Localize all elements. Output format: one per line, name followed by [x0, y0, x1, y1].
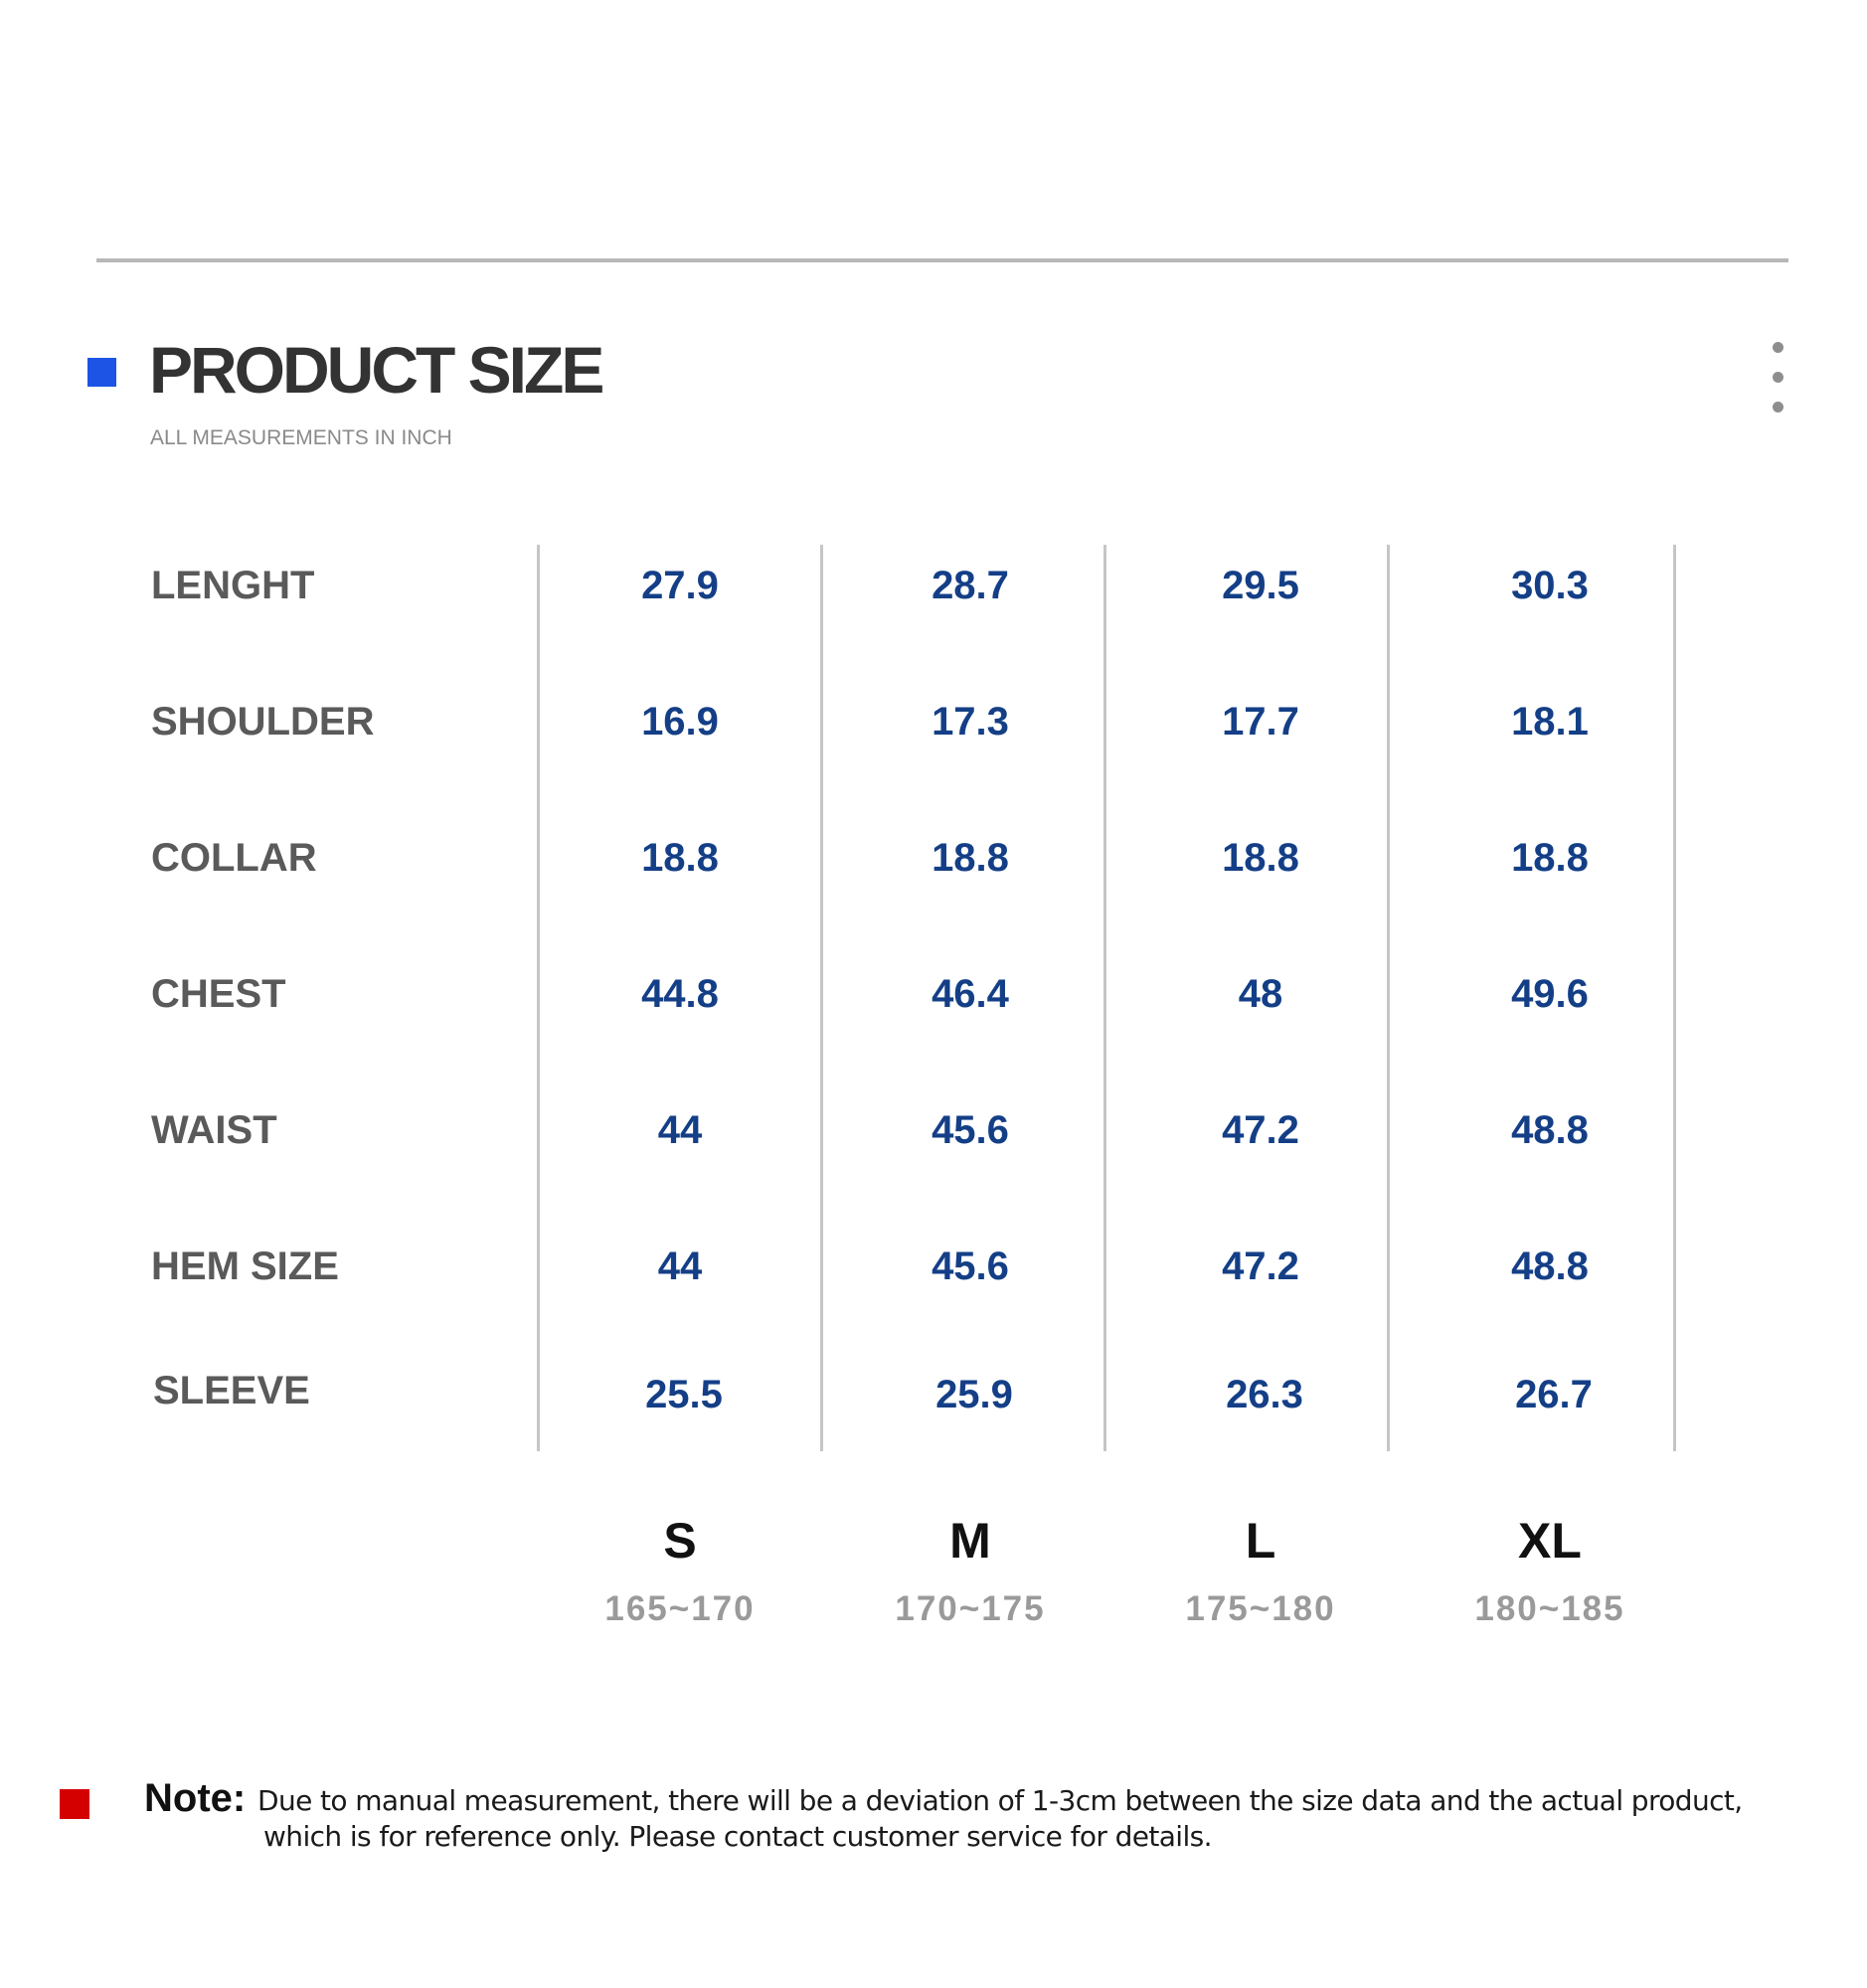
cell-sleeve-s: 25.5 — [645, 1373, 723, 1416]
cell-shoulder-xl: 18.1 — [1511, 700, 1589, 744]
column-divider — [537, 545, 540, 1451]
row-label-length: LENGHT — [151, 564, 315, 607]
row-label-sleeve: SLEEVE — [153, 1369, 310, 1412]
row-label-hem-size: HEM SIZE — [151, 1244, 339, 1288]
cell-shoulder-s: 16.9 — [641, 700, 719, 744]
cell-sleeve-l: 26.3 — [1226, 1373, 1303, 1416]
size-label-xl: XL — [1518, 1513, 1582, 1569]
cell-chest-m: 46.4 — [932, 972, 1009, 1016]
row-label-waist: WAIST — [151, 1108, 277, 1152]
cell-waist-l: 47.2 — [1222, 1108, 1299, 1152]
top-divider — [96, 258, 1788, 262]
size-label-s: S — [663, 1513, 697, 1569]
row-label-chest: CHEST — [151, 972, 286, 1016]
cell-length-m: 28.7 — [932, 564, 1009, 607]
dot — [1773, 372, 1783, 383]
cell-length-xl: 30.3 — [1511, 564, 1589, 607]
cell-chest-s: 44.8 — [641, 972, 719, 1016]
column-divider — [820, 545, 823, 1451]
height-range-m: 170~175 — [895, 1589, 1046, 1628]
cell-hem-xl: 48.8 — [1511, 1244, 1589, 1288]
cell-waist-s: 44 — [657, 1108, 703, 1152]
more-vertical-icon — [1772, 342, 1785, 421]
cell-chest-xl: 49.6 — [1511, 972, 1589, 1016]
cell-waist-m: 45.6 — [932, 1108, 1009, 1152]
row-label-collar: COLLAR — [151, 836, 317, 880]
height-range-s: 165~170 — [604, 1589, 756, 1628]
cell-collar-s: 18.8 — [641, 836, 719, 880]
row-label-shoulder: SHOULDER — [151, 700, 375, 744]
cell-shoulder-m: 17.3 — [932, 700, 1009, 744]
column-divider — [1673, 545, 1676, 1451]
page-title: PRODUCT SIZE — [149, 333, 604, 407]
cell-collar-xl: 18.8 — [1511, 836, 1589, 880]
cell-hem-m: 45.6 — [932, 1244, 1009, 1288]
note-heading: Note: — [144, 1776, 247, 1820]
cell-sleeve-m: 25.9 — [935, 1373, 1013, 1416]
cell-length-s: 27.9 — [641, 564, 719, 607]
size-label-l: L — [1245, 1513, 1276, 1569]
height-range-l: 175~180 — [1185, 1589, 1336, 1628]
note-text-line-1: Due to manual measurement, there will be… — [257, 1784, 1743, 1817]
cell-waist-xl: 48.8 — [1511, 1108, 1589, 1152]
cell-hem-l: 47.2 — [1222, 1244, 1299, 1288]
note-text-line-2: which is for reference only. Please cont… — [263, 1820, 1213, 1853]
cell-hem-s: 44 — [657, 1244, 703, 1288]
column-divider — [1103, 545, 1106, 1451]
dot — [1773, 342, 1783, 353]
cell-sleeve-xl: 26.7 — [1515, 1373, 1593, 1416]
cell-collar-m: 18.8 — [932, 836, 1009, 880]
height-range-xl: 180~185 — [1474, 1589, 1625, 1628]
cell-shoulder-l: 17.7 — [1222, 700, 1299, 744]
title-square-icon — [87, 358, 116, 387]
page-subtitle: ALL MEASUREMENTS IN INCH — [150, 426, 452, 449]
size-label-m: M — [949, 1513, 991, 1569]
cell-collar-l: 18.8 — [1222, 836, 1299, 880]
note-square-icon — [60, 1789, 89, 1819]
cell-chest-l: 48 — [1238, 972, 1283, 1016]
cell-length-l: 29.5 — [1222, 564, 1299, 607]
column-divider — [1387, 545, 1390, 1451]
dot — [1773, 402, 1783, 413]
